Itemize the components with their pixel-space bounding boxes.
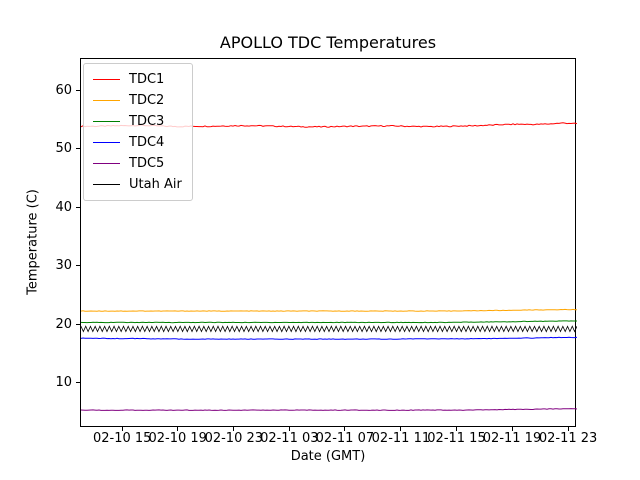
legend-label: TDC3 — [129, 114, 165, 129]
y-tick-label: 10 — [55, 375, 72, 391]
x-tick-label: 02-10 23 — [204, 431, 264, 446]
legend-entry-tdc5: TDC5 — [93, 153, 182, 174]
x-tick-mark — [456, 427, 457, 431]
legend-line-sample-icon — [93, 184, 120, 185]
x-tick-label: 02-11 19 — [482, 431, 542, 446]
legend-entry-tdc4: TDC4 — [93, 132, 182, 153]
plot-area — [80, 58, 577, 427]
y-tick-mark — [76, 323, 80, 325]
y-tick-mark — [76, 89, 80, 91]
legend-entry-tdc3: TDC3 — [93, 111, 182, 132]
x-tick-label: 02-10 19 — [148, 431, 207, 446]
x-tick-mark — [177, 427, 179, 431]
legend-entry-tdc1: TDC1 — [93, 69, 182, 90]
x-tick-label: 02-11 03 — [260, 431, 319, 446]
legend-entry-tdc2: TDC2 — [93, 90, 182, 111]
legend-line-sample-icon — [93, 100, 120, 101]
legend-entry-utah-air: Utah Air — [93, 174, 182, 195]
legend-label: TDC4 — [129, 135, 165, 150]
legend: TDC1 TDC2 TDC3 TDC4 TDC5 Utah Air — [83, 63, 193, 201]
x-tick-label: 02-11 15 — [427, 431, 486, 446]
legend-line-sample-icon — [93, 121, 120, 122]
series-line-tdc5 — [81, 408, 577, 411]
series-line-tdc2 — [81, 308, 577, 312]
legend-label: TDC2 — [129, 93, 165, 108]
x-tick-mark — [121, 427, 123, 431]
legend-label: TDC1 — [129, 72, 165, 87]
x-tick-mark — [567, 427, 569, 431]
legend-line-sample-icon — [93, 163, 120, 164]
x-tick-mark — [288, 427, 290, 431]
y-tick-mark — [76, 265, 80, 267]
x-tick-mark — [233, 427, 235, 431]
y-tick-label: 50 — [55, 141, 72, 157]
legend-line-sample-icon — [93, 142, 120, 143]
x-tick-mark — [344, 427, 346, 431]
x-tick-mark — [400, 427, 402, 431]
y-tick-label: 30 — [55, 258, 72, 274]
y-tick-mark — [76, 148, 80, 150]
legend-label: Utah Air — [129, 177, 182, 192]
y-tick-mark — [76, 382, 80, 384]
series-line-tdc4 — [81, 336, 577, 340]
y-tick-label: 20 — [55, 316, 72, 332]
legend-line-sample-icon — [93, 79, 120, 80]
legend-label: TDC5 — [129, 156, 165, 171]
series-line-tdc3 — [81, 320, 577, 324]
y-tick-label: 40 — [55, 199, 72, 215]
x-tick-mark — [511, 427, 513, 431]
x-tick-label: 02-10 15 — [92, 431, 152, 446]
x-axis-label: Date (GMT) — [290, 449, 366, 464]
x-tick-label: 02-11 23 — [538, 431, 598, 446]
chart-title: APOLLO TDC Temperatures — [219, 33, 437, 52]
series-line-utah-air — [81, 325, 577, 333]
x-tick-label: 02-11 07 — [315, 431, 375, 446]
y-tick-label: 60 — [55, 82, 72, 98]
y-tick-mark — [76, 206, 80, 208]
x-tick-label: 02-11 11 — [371, 431, 431, 446]
plot-lines — [81, 122, 577, 411]
